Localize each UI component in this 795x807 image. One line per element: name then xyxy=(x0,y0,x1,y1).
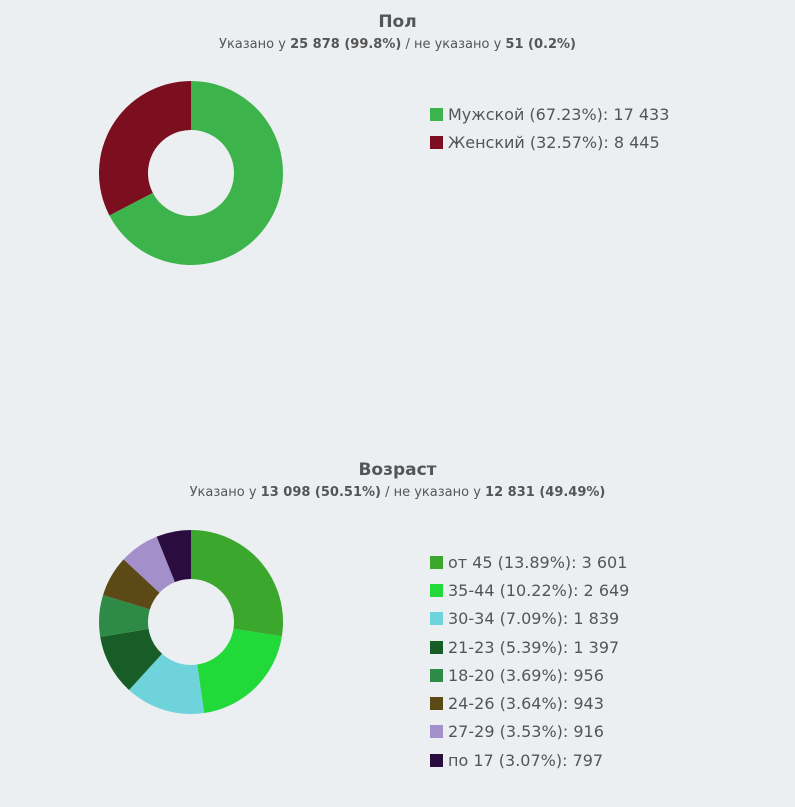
gender-donut-chart xyxy=(99,81,283,265)
legend-label: Мужской (67.23%): 17 433 xyxy=(448,104,670,124)
subtitle-middle: / не указано у xyxy=(380,485,486,500)
subtitle-prefix: Указано у xyxy=(219,37,291,52)
legend-label: по 17 (3.07%): 797 xyxy=(448,750,604,770)
gender-chart-block: Пол Указано у 25 878 (99.8%) / не указан… xyxy=(0,12,795,265)
specified-count: 13 098 (50.51%) xyxy=(260,485,381,500)
legend-swatch xyxy=(430,725,443,739)
legend-swatch xyxy=(430,555,443,569)
donut-slice-7[interactable] xyxy=(123,536,175,593)
legend-item[interactable]: от 45 (13.89%): 3 601 xyxy=(430,548,629,576)
legend-label: 30-34 (7.09%): 1 839 xyxy=(448,609,620,629)
legend-swatch xyxy=(430,135,443,149)
legend-swatch xyxy=(430,640,443,654)
specified-count: 25 878 (99.8%) xyxy=(290,37,402,52)
legend-swatch xyxy=(430,107,443,121)
legend-item[interactable]: 24-26 (3.64%): 943 xyxy=(430,689,629,717)
donut-slice-1[interactable] xyxy=(191,530,283,637)
gender-chart-subtitle: Указано у 25 878 (99.8%) / не указано у … xyxy=(0,37,795,52)
legend-label: 35-44 (10.22%): 2 649 xyxy=(448,580,630,600)
age-chart-title: Возраст xyxy=(358,460,437,480)
age-legend: от 45 (13.89%): 3 601 35-44 (10.22%): 2 6… xyxy=(430,548,629,774)
legend-item[interactable]: Мужской (67.23%): 17 433 xyxy=(430,100,669,128)
donut-slice-2[interactable] xyxy=(99,81,191,216)
legend-label: 21-23 (5.39%): 1 397 xyxy=(448,637,620,657)
legend-label: 27-29 (3.53%): 916 xyxy=(448,722,604,742)
legend-swatch xyxy=(430,612,443,626)
subtitle-middle: / не указано у xyxy=(401,37,506,52)
donut-slice-3[interactable] xyxy=(129,653,205,714)
legend-label: 18-20 (3.69%): 956 xyxy=(448,665,604,685)
legend-swatch xyxy=(430,753,443,767)
gender-chart-title: Пол xyxy=(378,12,417,32)
legend-item[interactable]: 21-23 (5.39%): 1 397 xyxy=(430,633,629,661)
age-chart-subtitle: Указано у 13 098 (50.51%) / не указано у… xyxy=(0,485,795,500)
legend-swatch xyxy=(430,697,443,711)
donut-slice-2[interactable] xyxy=(197,628,282,714)
donut-slice-6[interactable] xyxy=(103,559,160,610)
gender-legend: Мужской (67.23%): 17 433 Женский (32.57%)… xyxy=(430,100,669,157)
subtitle-prefix: Указано у xyxy=(189,485,261,500)
age-donut-chart xyxy=(99,530,283,714)
age-chart-block: Возраст Указано у 13 098 (50.51%) / не у… xyxy=(0,448,795,807)
legend-item[interactable]: Женский (32.57%): 8 445 xyxy=(430,128,669,156)
legend-item[interactable]: 30-34 (7.09%): 1 839 xyxy=(430,605,629,633)
legend-item[interactable]: 18-20 (3.69%): 956 xyxy=(430,661,629,689)
legend-item[interactable]: по 17 (3.07%): 797 xyxy=(430,746,629,774)
donut-slice-5[interactable] xyxy=(99,595,150,637)
legend-swatch xyxy=(430,583,443,597)
legend-label: 24-26 (3.64%): 943 xyxy=(448,694,604,714)
legend-item[interactable]: 27-29 (3.53%): 916 xyxy=(430,718,629,746)
legend-item[interactable]: 35-44 (10.22%): 2 649 xyxy=(430,576,629,604)
unspecified-count: 12 831 (49.49%) xyxy=(485,485,606,500)
legend-label: Женский (32.57%): 8 445 xyxy=(448,132,660,152)
legend-swatch xyxy=(430,668,443,682)
legend-label: от 45 (13.89%): 3 601 xyxy=(448,552,628,572)
donut-slice-4[interactable] xyxy=(100,628,163,691)
unspecified-count: 51 (0.2%) xyxy=(505,37,576,52)
donut-slice-8[interactable] xyxy=(156,530,191,583)
donut-slice-1[interactable] xyxy=(109,81,283,265)
